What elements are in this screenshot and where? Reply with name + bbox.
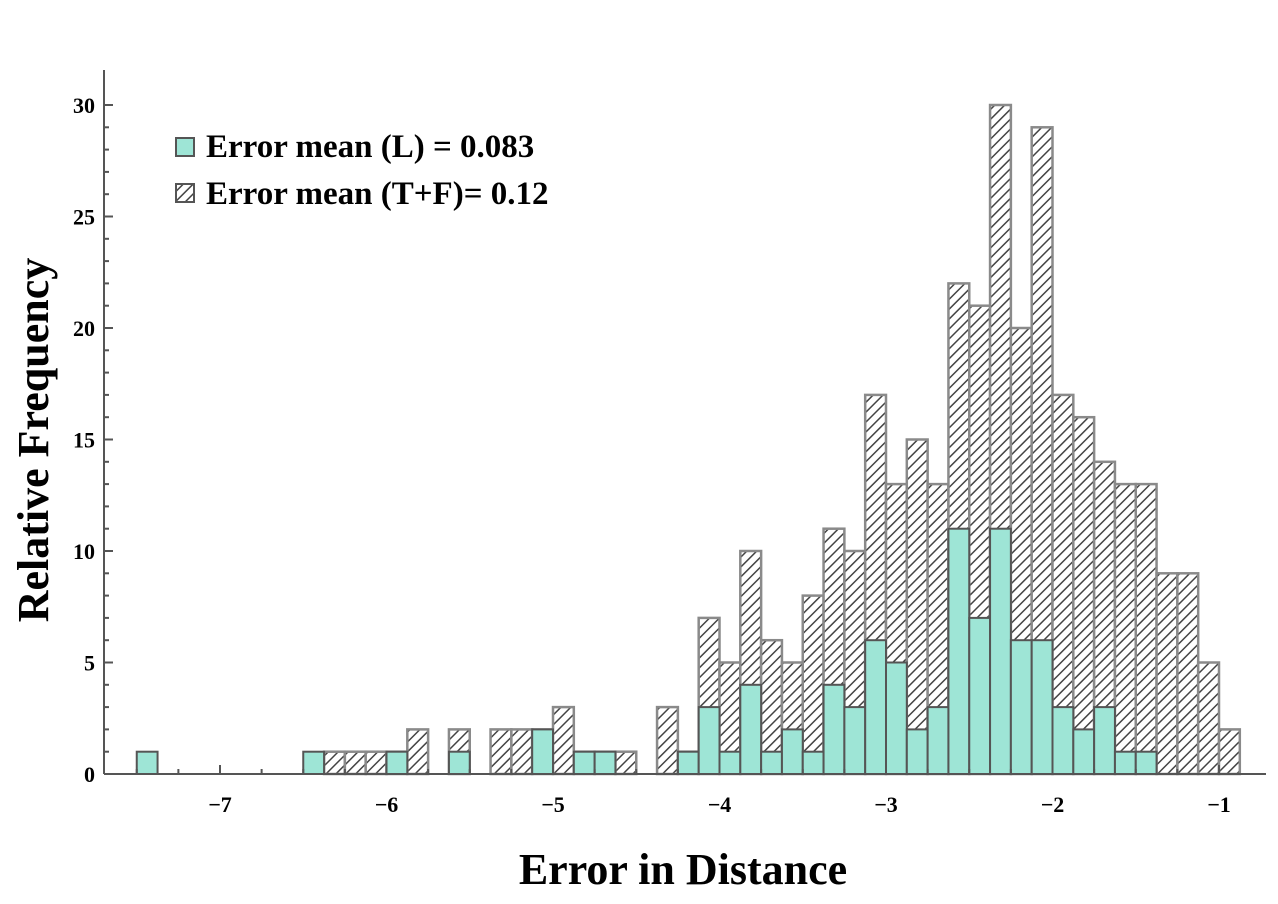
bar-tf	[1196, 661, 1221, 776]
y-tick-label: 20	[73, 316, 95, 341]
x-tick-label: −3	[874, 792, 898, 817]
bar-l	[1051, 706, 1075, 775]
bar-l	[1113, 750, 1137, 776]
bar-tf	[510, 728, 534, 776]
x-tick-label: −7	[208, 792, 232, 817]
bar-tf	[489, 728, 513, 776]
bar-tf	[551, 705, 576, 776]
bar-tf	[1113, 482, 1137, 776]
bar-l	[780, 728, 804, 776]
bar-tf	[322, 750, 347, 776]
legend-label-tf: Error mean (T+F)= 0.12	[206, 176, 549, 212]
x-tick-label: −1	[1207, 792, 1231, 817]
bar-l	[968, 616, 992, 776]
x-tick-label: −5	[541, 792, 565, 817]
x-axis-title: Error in Distance	[519, 845, 847, 894]
bar-l	[135, 750, 159, 776]
bar-tf	[801, 594, 825, 776]
legend-label-l: Error mean (L) = 0.083	[206, 129, 534, 165]
y-tick-label: 25	[73, 205, 95, 230]
bar-l	[385, 750, 409, 776]
bar-l	[676, 750, 700, 776]
bar-l	[718, 750, 742, 776]
bar-tf	[343, 750, 367, 776]
x-tick-label: −2	[1041, 792, 1065, 817]
y-axis-title: Relative Frequency	[9, 258, 58, 623]
bar-tf	[1155, 572, 1179, 776]
legend-swatch-l	[175, 137, 195, 157]
bar-tf	[1134, 482, 1158, 776]
bar-l	[697, 706, 721, 775]
legend: Error mean (L) = 0.083 Error mean (T+F)=…	[175, 129, 549, 212]
bar-l	[302, 750, 326, 776]
bar-l	[1030, 639, 1054, 776]
x-tick-label: −6	[375, 792, 399, 817]
bar-tf	[1176, 572, 1200, 776]
bar-tf	[1072, 415, 1096, 776]
bar-l	[1093, 706, 1116, 775]
y-tick-label: 15	[73, 428, 95, 453]
bar-tf	[614, 750, 638, 776]
bar-tf	[364, 750, 388, 776]
bar-l	[926, 706, 950, 775]
bar-tf	[406, 728, 430, 776]
legend-swatch-tf	[175, 183, 195, 203]
bar-l	[905, 728, 929, 776]
y-tick-label: 5	[84, 651, 95, 676]
bar-tf	[1217, 728, 1242, 776]
x-ticks: −7 −6 −5 −4 −3 −2 −1	[135, 765, 1231, 817]
axes: −7 −6 −5 −4 −3 −2 −1 0 5 10 15 20 25 30	[73, 70, 1266, 817]
bar-tf	[655, 705, 680, 776]
y-tick-label: 10	[73, 539, 95, 564]
bar-l	[947, 527, 971, 776]
bar-l	[989, 527, 1012, 776]
x-tick-label: −4	[708, 792, 732, 817]
bar-l	[1134, 750, 1158, 776]
y-ticks: 0 5 10 15 20 25 30	[73, 93, 113, 787]
bar-l	[760, 750, 783, 776]
y-tick-label: 0	[84, 762, 95, 787]
y-tick-label: 30	[73, 93, 95, 118]
bar-l	[531, 728, 554, 776]
bar-l	[447, 750, 471, 776]
bar-l	[885, 661, 908, 775]
bar-l	[1072, 728, 1096, 776]
bar-l	[822, 683, 846, 775]
bar-tf	[905, 438, 929, 776]
bar-l	[1009, 639, 1033, 776]
bar-l	[864, 639, 887, 776]
bar-l	[843, 706, 867, 775]
series-l-bars	[135, 527, 1158, 776]
bar-l	[739, 683, 763, 775]
bar-l	[572, 750, 596, 776]
bar-l	[801, 750, 825, 776]
bar-l	[593, 750, 617, 776]
